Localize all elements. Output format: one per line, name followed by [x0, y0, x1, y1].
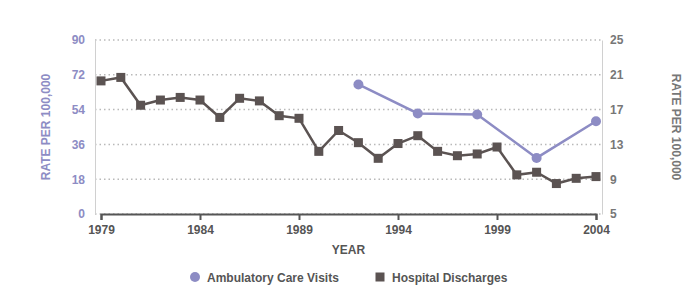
tick: 21	[602, 68, 624, 82]
tick: 9	[602, 173, 617, 187]
data-point	[215, 113, 224, 122]
grid-line	[95, 109, 602, 111]
data-point	[512, 170, 521, 179]
tick: 1979	[88, 214, 115, 237]
tick: 18	[72, 173, 95, 187]
legend-label: Hospital Discharges	[392, 271, 508, 285]
tick-label: 17	[610, 103, 624, 117]
tick-label: 1994	[385, 223, 412, 237]
axis-line	[602, 41, 603, 215]
data-point	[275, 111, 284, 120]
y-axis-title: RATE PER 100,000	[39, 73, 53, 180]
data-point	[156, 96, 165, 105]
legend: Ambulatory Care Visits Hospital Discharge…	[190, 271, 508, 285]
axis: 5 9 13 17 21 25	[602, 33, 624, 221]
series-line	[358, 84, 596, 157]
data-point	[493, 143, 502, 152]
tick-label: 9	[610, 173, 617, 187]
tick-label: 72	[72, 68, 86, 82]
tick-mark	[596, 214, 598, 220]
data-point	[116, 73, 125, 82]
tick-mark	[200, 214, 202, 220]
data-point	[176, 93, 185, 102]
tick-label: 90	[72, 33, 86, 47]
tick: 72	[72, 68, 95, 82]
data-point	[255, 96, 264, 105]
data-point	[532, 168, 541, 177]
data-point	[552, 179, 561, 188]
tick-label: 5	[610, 207, 617, 221]
tick: 0	[78, 207, 95, 221]
tick-label: 0	[78, 207, 85, 221]
tick: 54	[72, 103, 95, 117]
tick: 25	[602, 33, 624, 47]
data-point	[354, 138, 363, 147]
tick: 36	[72, 138, 95, 152]
data-point	[433, 147, 442, 156]
tick: 1989	[286, 214, 313, 237]
data-point	[592, 172, 601, 181]
axis-line	[95, 41, 96, 215]
tick-mark	[497, 214, 499, 220]
data-point	[196, 96, 205, 105]
tick-label: 13	[610, 138, 624, 152]
tick: 1999	[484, 214, 511, 237]
legend-item: Hospital Discharges	[376, 271, 508, 285]
tick-label: 2004	[583, 223, 610, 237]
tick-mark	[398, 214, 400, 220]
grid	[95, 40, 602, 214]
data-point	[295, 114, 304, 123]
grid-line	[95, 144, 602, 146]
axis: 0 18 36 54 72 90	[72, 33, 96, 221]
tick-label: 1989	[286, 223, 313, 237]
data-point	[473, 149, 482, 158]
tick: 1984	[187, 214, 214, 237]
data-point	[532, 153, 542, 163]
tick: 1994	[385, 214, 412, 237]
axis-line	[102, 215, 597, 221]
plot-area	[97, 73, 602, 188]
tick-label: 25	[610, 33, 624, 47]
data-point	[97, 76, 106, 85]
tick-label: 18	[72, 173, 86, 187]
y2-axis-title: RATE PER 100,000	[669, 74, 683, 181]
data-point	[314, 147, 323, 156]
tick: 2004	[583, 214, 610, 237]
grid-line	[95, 39, 602, 41]
data-point	[591, 116, 601, 126]
tick: 90	[72, 33, 95, 47]
data-point	[353, 79, 363, 89]
data-point	[453, 151, 462, 160]
tick-label: 36	[72, 138, 86, 152]
data-point	[394, 139, 403, 148]
tick-label: 1979	[88, 223, 115, 237]
tick-label: 1999	[484, 223, 511, 237]
x-axis-title: YEAR	[332, 243, 366, 257]
tick: 17	[602, 103, 624, 117]
data-point	[334, 126, 343, 135]
data-point	[235, 94, 244, 103]
data-point	[374, 154, 383, 163]
data-point	[413, 131, 422, 140]
data-point	[572, 174, 581, 183]
tick: 13	[602, 138, 624, 152]
tick-label: 1984	[187, 223, 214, 237]
tick: 5	[602, 207, 617, 221]
data-point	[413, 108, 423, 118]
tick-label: 54	[72, 103, 86, 117]
legend-symbol	[376, 273, 385, 282]
data-point	[136, 101, 145, 110]
axis: 1979 1984 1989 1994 1999 2004	[88, 214, 610, 237]
grid-line	[95, 74, 602, 76]
legend-symbol	[190, 272, 200, 282]
tick-mark	[299, 214, 301, 220]
tick-mark	[101, 214, 103, 220]
tick-label: 21	[610, 68, 624, 82]
legend-item: Ambulatory Care Visits	[190, 271, 339, 285]
legend-label: Ambulatory Care Visits	[207, 271, 339, 285]
grid-line	[95, 178, 602, 180]
series-line	[101, 77, 596, 183]
data-point	[472, 109, 482, 119]
chart: 1979 1984 1989 1994 1999 2004 0 18 36 54 72 90 5 9 13 1…	[0, 0, 700, 302]
